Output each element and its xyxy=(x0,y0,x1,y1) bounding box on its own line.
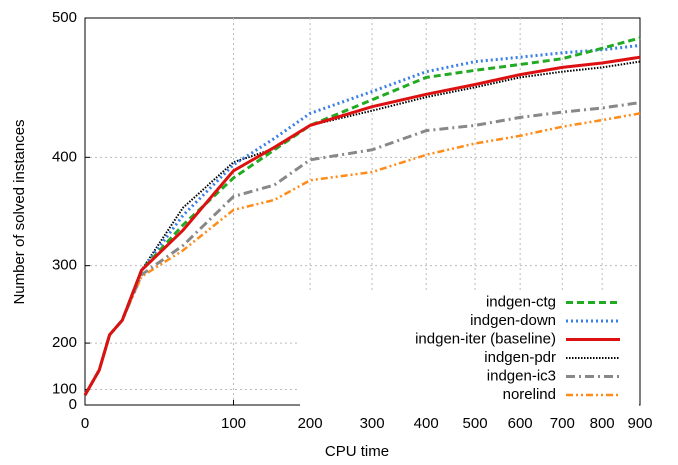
x-tick-label: 200 xyxy=(298,415,323,432)
y-axis-label: Number of solved instances xyxy=(11,119,28,304)
y-tick-label: 200 xyxy=(52,334,77,351)
x-tick-label: 400 xyxy=(414,415,439,432)
legend-label: indgen-iter (baseline) xyxy=(415,330,556,347)
x-tick-label: 700 xyxy=(550,415,575,432)
y-tick-label: 300 xyxy=(52,257,77,274)
y-tick-label: 0 xyxy=(69,396,77,413)
y-tick-label: 500 xyxy=(52,9,77,26)
x-tick-label: 0 xyxy=(81,415,89,432)
series-line xyxy=(83,101,641,396)
x-tick-label: 300 xyxy=(360,415,385,432)
x-tick-label: 800 xyxy=(590,415,615,432)
x-axis-label: CPU time xyxy=(325,443,389,460)
y-tick-label: 400 xyxy=(52,148,77,165)
legend-label: norelind xyxy=(503,386,556,403)
y-tick-label: 100 xyxy=(52,380,77,397)
legend-label: indgen-pdr xyxy=(484,349,556,366)
series-line xyxy=(83,55,641,396)
x-tick-label: 500 xyxy=(463,415,488,432)
legend-label: indgen-ctg xyxy=(486,293,556,310)
x-tick-label: 600 xyxy=(508,415,533,432)
legend-background xyxy=(300,291,639,407)
legend-label: indgen-ic3 xyxy=(487,367,556,384)
legend-label: indgen-down xyxy=(470,312,556,329)
x-tick-label: 100 xyxy=(221,415,246,432)
x-tick-label: 900 xyxy=(627,415,652,432)
